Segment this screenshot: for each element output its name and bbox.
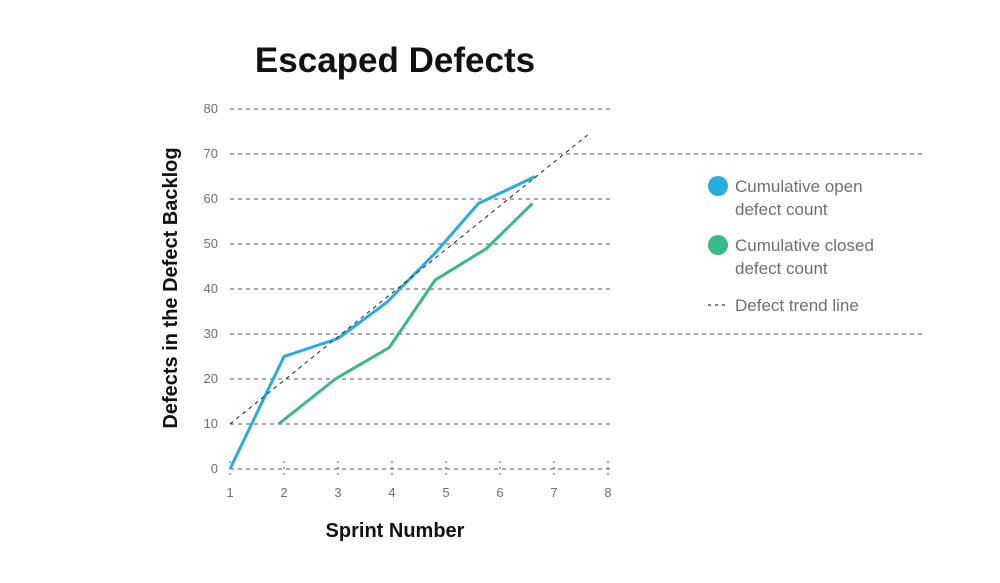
y-tick-label: 80 bbox=[204, 101, 218, 116]
legend-label-closed-1: Cumulative closed bbox=[735, 236, 874, 255]
y-tick-label: 0 bbox=[211, 461, 218, 476]
x-tick-label: 6 bbox=[496, 485, 503, 500]
series-line-1 bbox=[277, 202, 534, 426]
legend-label-closed-2: defect count bbox=[735, 259, 828, 278]
y-tick-label: 30 bbox=[204, 326, 218, 341]
y-axis-label: Defects in the Defect Backlog bbox=[160, 147, 182, 428]
x-tick-label: 4 bbox=[388, 485, 395, 500]
x-axis-label: Sprint Number bbox=[326, 520, 465, 542]
legend-marker-closed bbox=[708, 235, 728, 255]
y-tick-label: 70 bbox=[204, 146, 218, 161]
y-tick-label: 60 bbox=[204, 191, 218, 206]
chart-title: Escaped Defects bbox=[255, 41, 535, 80]
y-tick-label: 20 bbox=[204, 371, 218, 386]
series-line-0 bbox=[228, 175, 536, 470]
legend-label-open-1: Cumulative open bbox=[735, 177, 863, 196]
series-line-2 bbox=[229, 133, 590, 425]
x-tick-label: 3 bbox=[334, 485, 341, 500]
x-tick-label: 1 bbox=[226, 485, 233, 500]
legend-label-trend: Defect trend line bbox=[735, 296, 859, 315]
x-tick-label: 5 bbox=[442, 485, 449, 500]
legend-label-open-2: defect count bbox=[735, 200, 828, 219]
y-tick-label: 10 bbox=[204, 416, 218, 431]
legend-marker-open bbox=[708, 176, 728, 196]
y-tick-label: 50 bbox=[204, 236, 218, 251]
y-tick-label: 40 bbox=[204, 281, 218, 296]
x-tick-label: 8 bbox=[604, 485, 611, 500]
legend: Cumulative open defect count Cumulative … bbox=[708, 176, 874, 315]
x-tick-label: 2 bbox=[280, 485, 287, 500]
x-tick-label: 7 bbox=[550, 485, 557, 500]
